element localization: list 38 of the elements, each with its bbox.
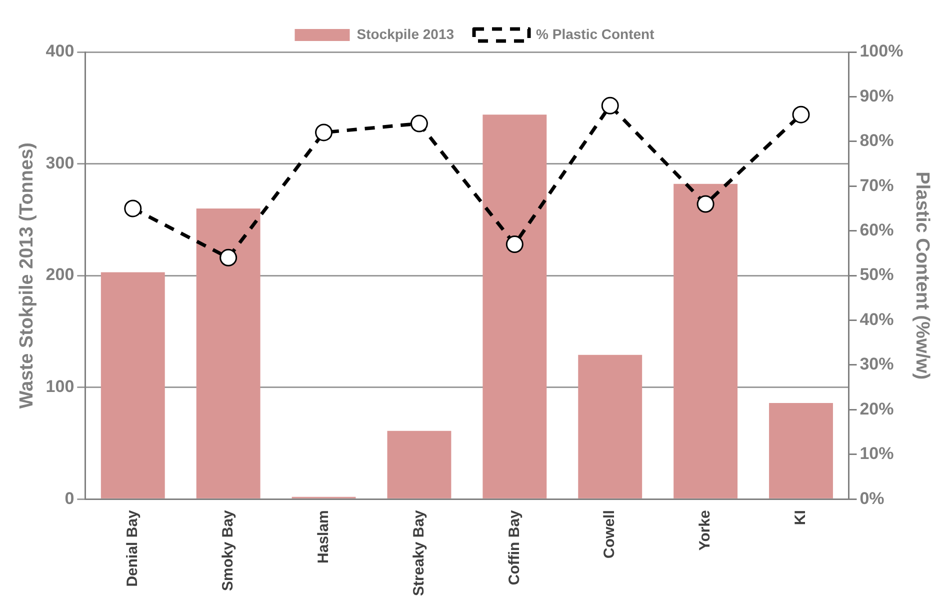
y2-tick-label: 30% (860, 354, 894, 374)
bar (100, 272, 165, 498)
x-tick-label: Streaky Bay (410, 509, 428, 596)
bar (482, 114, 547, 498)
x-tick-label: Coffin Bay (506, 509, 523, 586)
x-tick-label: KI (792, 510, 810, 526)
y-axis-title: Waste Stokpile 2013 (Tonnes) (16, 142, 38, 409)
y2-tick-label: 40% (860, 310, 894, 329)
legend-label: % Plastic Content (536, 26, 655, 42)
legend-label: Stockpile 2013 (356, 26, 454, 42)
y2-tick-label: 10% (860, 444, 894, 464)
x-tick-label: Yorke (696, 510, 714, 551)
x-tick-label: Smoky Bay (219, 509, 236, 591)
bar (769, 402, 833, 498)
x-tick-label: Haslam (314, 510, 332, 564)
y2-tick-label: 50% (860, 265, 894, 284)
y2-tick-label: 70% (860, 176, 894, 195)
point (506, 236, 524, 254)
y2-tick-label: 60% (860, 220, 894, 240)
y2-axis-title: Plastic Content (%w/w) (911, 172, 932, 380)
y2-tick-label: 90% (860, 86, 894, 106)
bar (196, 208, 260, 498)
x-tick-label: Denial Bay (124, 509, 142, 587)
y-tick-label: 200 (46, 265, 74, 284)
bar (674, 184, 738, 498)
x-tick-label: Cowell (601, 510, 618, 558)
y-tick-label: 0 (64, 488, 74, 508)
point (220, 248, 238, 266)
bar (578, 354, 642, 498)
y-tick-label: 100 (46, 377, 74, 396)
y2-tick-label: 0% (860, 488, 884, 508)
bar (387, 430, 452, 498)
y-tick-label: 300 (46, 153, 74, 172)
y-tick-label: 400 (46, 42, 74, 61)
y2-tick-label: 100% (860, 42, 904, 61)
point (696, 195, 714, 213)
y2-tick-label: 20% (860, 399, 894, 418)
y2-tick-label: 80% (860, 131, 894, 150)
